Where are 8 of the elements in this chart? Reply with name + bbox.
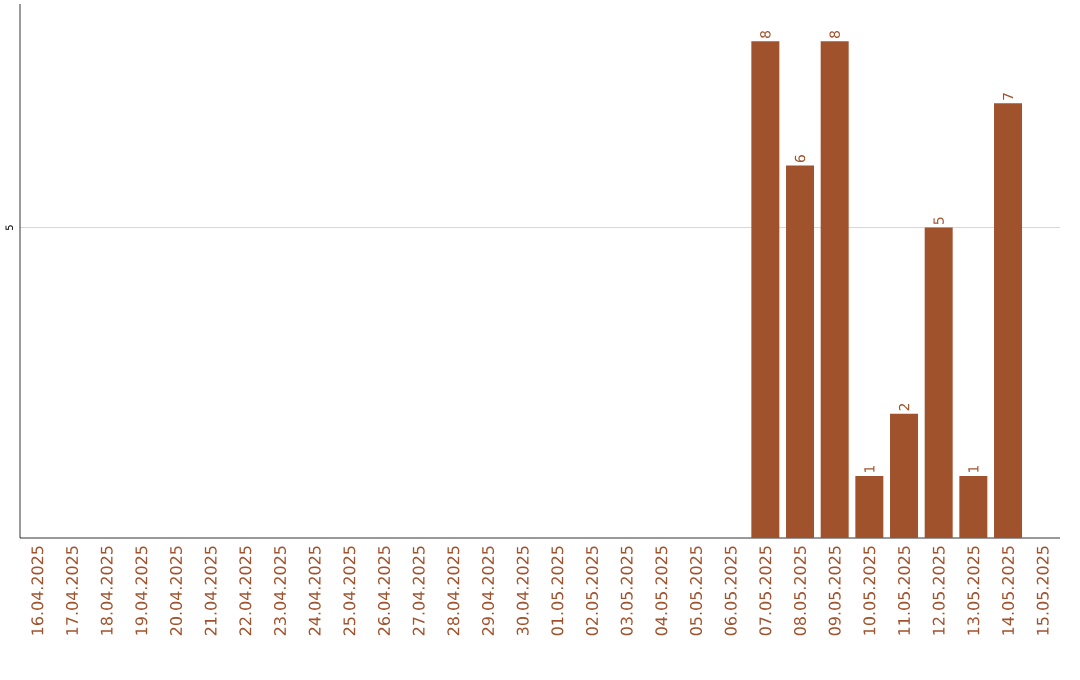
bar <box>820 41 849 538</box>
bar <box>855 475 884 538</box>
bar <box>959 475 988 538</box>
bar <box>924 227 953 538</box>
bar <box>994 103 1023 538</box>
bar <box>751 41 780 538</box>
bar <box>890 413 919 538</box>
bar <box>786 165 815 538</box>
